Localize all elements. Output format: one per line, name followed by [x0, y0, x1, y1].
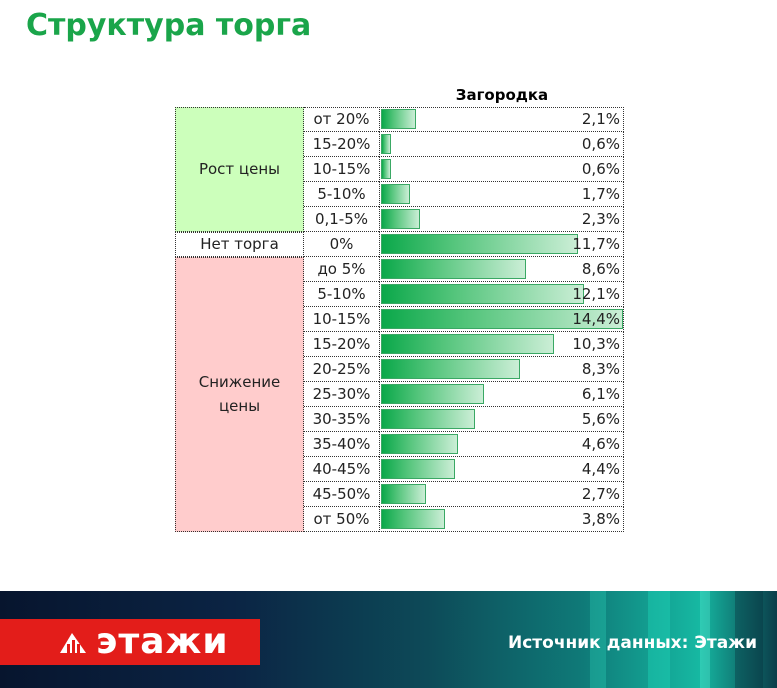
data-label: 8,3% — [581, 360, 620, 378]
page-title: Структура торга — [26, 8, 312, 43]
data-label: 0,6% — [581, 135, 620, 153]
category-label: 5-10% — [304, 282, 379, 307]
bar-cell: 0,6% — [379, 132, 624, 157]
group-label: Нет торга — [175, 232, 304, 257]
bar — [381, 109, 416, 129]
bar-cell: 1,7% — [379, 182, 624, 207]
trade-structure-table: Рост цены Нет торга Снижение цены от 20% 2,1… — [175, 107, 624, 532]
bar-cell: 11,7% — [379, 232, 624, 257]
data-label: 11,7% — [572, 235, 620, 253]
category-label: 45-50% — [304, 482, 379, 507]
category-label: 5-10% — [304, 182, 379, 207]
bar-cell: 8,3% — [379, 357, 624, 382]
category-label: 25-30% — [304, 382, 379, 407]
category-label: 0% — [304, 232, 379, 257]
data-label: 0,6% — [581, 160, 620, 178]
bar-cell: 12,1% — [379, 282, 624, 307]
bar — [381, 384, 484, 404]
bar-cell: 14,4% — [379, 307, 624, 332]
bar-cell: 6,1% — [379, 382, 624, 407]
bar-cell: 5,6% — [379, 407, 624, 432]
bar — [381, 484, 426, 504]
table-top-border — [304, 107, 624, 108]
data-label: 8,6% — [581, 260, 620, 278]
bar — [381, 334, 554, 354]
series-header: Загородка — [455, 86, 549, 104]
bar-cell: 2,1% — [379, 107, 624, 132]
bar — [381, 459, 455, 479]
category-label: 20-25% — [304, 357, 379, 382]
category-label: 10-15% — [304, 307, 379, 332]
group-label: Снижение цены — [175, 257, 304, 532]
category-label: 30-35% — [304, 407, 379, 432]
bar — [381, 409, 475, 429]
etazhi-logo: этажи — [0, 619, 260, 665]
data-label: 4,6% — [581, 435, 620, 453]
bar-cell: 10,3% — [379, 332, 624, 357]
building-icon — [60, 633, 86, 653]
data-label: 2,1% — [581, 110, 620, 128]
bar-cell: 2,7% — [379, 482, 624, 507]
bar — [381, 209, 420, 229]
bar-cell: 0,6% — [379, 157, 624, 182]
logo-text: этажи — [96, 621, 229, 662]
bar — [381, 359, 520, 379]
bar — [381, 184, 410, 204]
bar-cell: 8,6% — [379, 257, 624, 282]
bar — [381, 159, 391, 179]
data-label: 4,4% — [581, 460, 620, 478]
bar — [381, 284, 584, 304]
data-label: 10,3% — [572, 335, 620, 353]
bar-cell: 4,6% — [379, 432, 624, 457]
bar — [381, 509, 445, 529]
data-label: 3,8% — [581, 510, 620, 528]
footer-banner: этажи Источник данных: Этажи — [0, 591, 777, 688]
data-label: 14,4% — [572, 310, 620, 328]
data-label: 2,3% — [581, 210, 620, 228]
category-label: 40-45% — [304, 457, 379, 482]
bar — [381, 309, 623, 329]
data-label: 12,1% — [572, 285, 620, 303]
data-label: 5,6% — [581, 410, 620, 428]
category-label: от 20% — [304, 107, 379, 132]
bar — [381, 259, 526, 279]
bar — [381, 234, 578, 254]
bar-cell: 4,4% — [379, 457, 624, 482]
category-label: до 5% — [304, 257, 379, 282]
bar-cell: 2,3% — [379, 207, 624, 232]
group-label: Рост цены — [175, 107, 304, 232]
category-label: 15-20% — [304, 132, 379, 157]
bar — [381, 434, 458, 454]
bar — [381, 134, 391, 154]
category-label: 15-20% — [304, 332, 379, 357]
category-label: 10-15% — [304, 157, 379, 182]
data-label: 6,1% — [581, 385, 620, 403]
data-source-note: Источник данных: Этажи — [508, 633, 757, 653]
category-label: от 50% — [304, 507, 379, 532]
category-label: 0,1-5% — [304, 207, 379, 232]
data-label: 1,7% — [581, 185, 620, 203]
data-label: 2,7% — [581, 485, 620, 503]
category-label: 35-40% — [304, 432, 379, 457]
bar-cell: 3,8% — [379, 507, 624, 532]
